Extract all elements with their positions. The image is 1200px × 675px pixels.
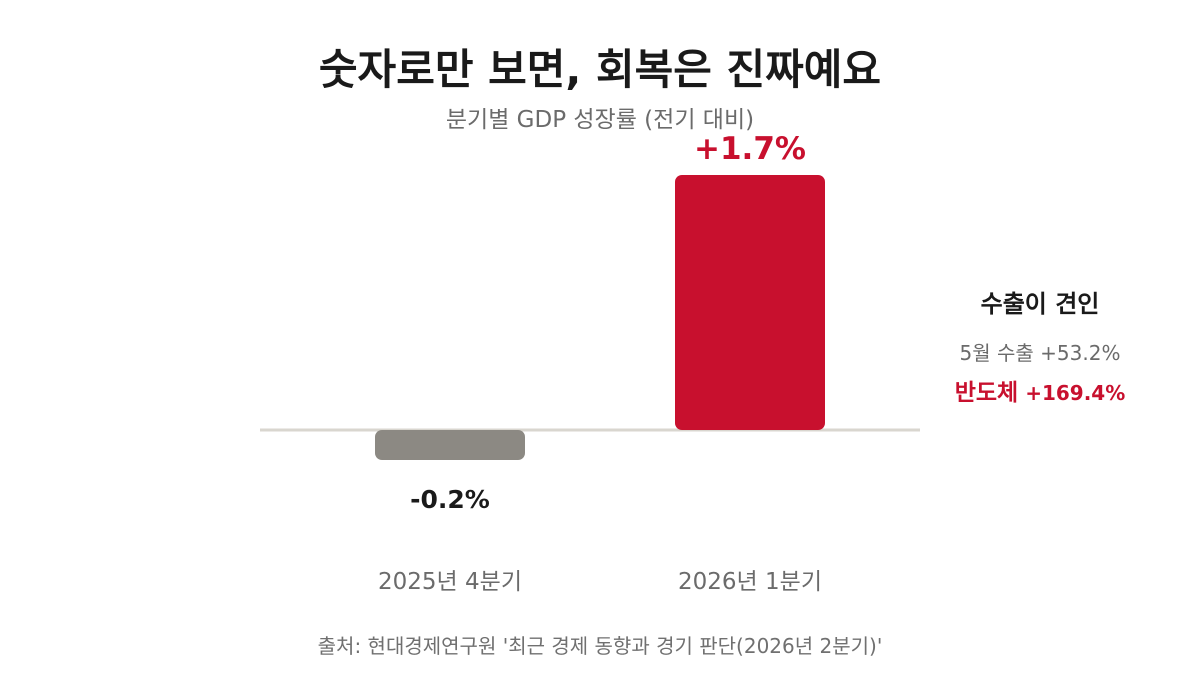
category-label-2: 2026년 1분기: [678, 569, 822, 595]
source-note: 출처: 현대경제연구원 '최근 경제 동향과 경기 판단(2026년 2분기)': [317, 634, 883, 658]
annotation-heading: 수출이 견인: [980, 290, 1100, 318]
annotation-semiconductor: 반도체 +169.4%: [930, 373, 1150, 407]
chart-subtitle: 분기별 GDP 성장률 (전기 대비): [445, 107, 755, 133]
value-label-1: -0.2%: [410, 485, 490, 514]
chart-title: 숫자로만 보면, 회복은 진짜예요: [318, 45, 882, 94]
annotation-export-growth: 5월 수출 +53.2%: [959, 341, 1121, 365]
bar-2: [675, 175, 825, 430]
value-label-2: +1.7%: [694, 131, 806, 167]
annotation-semiconductor-value: +169.4%: [1025, 381, 1126, 405]
bar-1: [375, 430, 525, 460]
category-label-1: 2025년 4분기: [378, 569, 522, 595]
annotation-semiconductor-label: 반도체: [954, 380, 1019, 406]
